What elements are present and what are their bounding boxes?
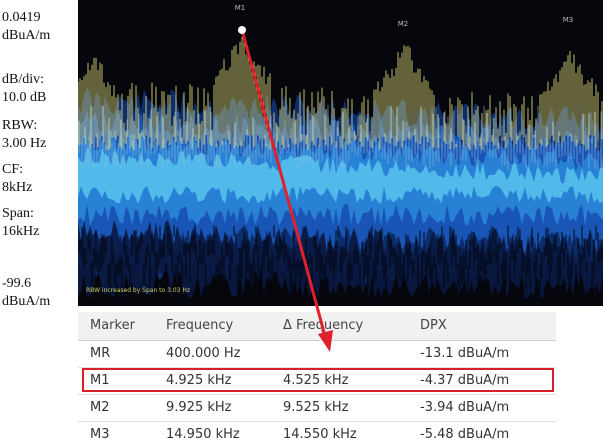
setting-value: 8kHz [2,180,33,195]
table-row[interactable]: MR 400.000 Hz -13.1 dBuA/m [78,341,556,368]
table-row[interactable]: M3 14.950 kHz 14.550 kHz -5.48 dBuA/m [78,422,556,444]
spectrum-band [78,147,603,204]
spectrum-display: M1 M2 M3 RBW increased by Span to 3.03 H… [78,0,603,306]
marker-dot [238,26,246,34]
table-header: Marker Frequency Δ Frequency DPX [78,312,556,341]
status-message: RBW increased by Span to 3.03 Hz [86,287,190,294]
ref-unit: dBuA/m [2,28,51,43]
setting-label: Span: [2,206,34,221]
arrow-head [318,330,333,352]
spectrum-layers [78,33,603,303]
frequency-cell: 4.925 kHz [166,373,232,388]
row-highlight [82,368,554,392]
setting-label: CF: [2,162,24,177]
header-cell: Frequency [166,318,234,333]
setting-value: 3.00 Hz [2,136,47,151]
annotation-arrow [240,29,327,337]
trace-body [78,105,602,170]
dpx-cell: -3.94 dBuA/m [420,400,510,415]
header-cell: Marker [90,318,135,333]
marker-cell: MR [90,346,111,361]
marker-label: M3 [563,16,574,24]
setting-label: dB/div: [2,72,45,87]
marker-label: M1 [235,4,246,12]
bottom-unit: dBuA/m [2,294,51,309]
table-row[interactable]: M2 9.925 kHz 9.525 kHz -3.94 dBuA/m [78,395,556,422]
ref-level: 0.0419 [2,10,41,25]
table-row[interactable]: M1 4.925 kHz 4.525 kHz -4.37 dBuA/m [78,368,556,395]
dpx-cell: -4.37 dBuA/m [420,373,510,388]
delta-frequency-cell: 9.525 kHz [283,400,349,415]
dpx-cell: -5.48 dBuA/m [420,427,510,442]
frequency-cell: 14.950 kHz [166,427,240,442]
marker-cell: M2 [90,400,110,415]
frequency-cell: 9.925 kHz [166,400,232,415]
marker-table: Marker Frequency Δ Frequency DPX MR 400.… [78,312,556,444]
marker-label: M2 [398,20,409,28]
setting-value: 16kHz [2,224,40,239]
bottom-level: -99.6 [2,276,32,291]
spectrum-noise [78,225,603,303]
frequency-cell: 400.000 Hz [166,346,241,361]
marker-cell: M1 [90,373,110,388]
header-cell: DPX [420,318,447,333]
marker-cell: M3 [90,427,110,442]
dpx-cell: -13.1 dBuA/m [420,346,510,361]
delta-frequency-cell: 14.550 kHz [283,427,357,442]
setting-label: RBW: [2,118,38,133]
setting-value: 10.0 dB [2,90,47,105]
delta-frequency-cell: 4.525 kHz [283,373,349,388]
